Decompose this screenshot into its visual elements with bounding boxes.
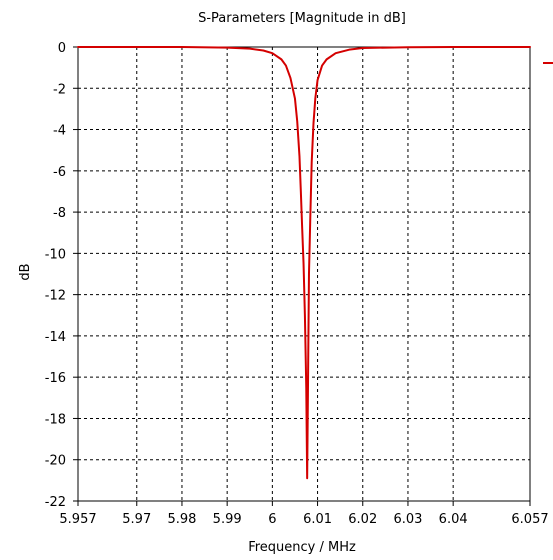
y-tick-label: -14 (45, 330, 66, 345)
grid (78, 47, 530, 501)
y-axis-title: dB (18, 263, 33, 280)
y-tick-label: -16 (45, 371, 66, 386)
y-tick-label: -4 (53, 124, 66, 139)
plot-area (77, 46, 531, 502)
x-tick-label: 5.99 (213, 512, 242, 527)
y-tick-label: -20 (45, 454, 66, 469)
chart-title: S-Parameters [Magnitude in dB] (198, 11, 406, 26)
y-tick-label: 0 (58, 41, 66, 56)
x-tick-label: 6.057 (511, 512, 548, 527)
x-tick-label: 6.03 (393, 512, 422, 527)
x-tick-label: 6 (268, 512, 276, 527)
series-layer (77, 46, 531, 480)
y-axis: 0 -2 -4 -6 -8 -10 -12 -14 -16 -18 -20 -22 (45, 41, 78, 510)
x-tick-label: 5.97 (122, 512, 151, 527)
y-tick-label: -8 (53, 206, 66, 221)
y-tick-label: -2 (53, 82, 66, 97)
x-tick-label: 5.98 (167, 512, 196, 527)
y-tick-label: -12 (45, 289, 66, 304)
x-axis: 5.957 5.97 5.98 5.99 6 6.01 6.02 6.03 6.04 6.057 (59, 501, 549, 527)
x-tick-label: 6.04 (439, 512, 468, 527)
x-axis-title: Frequency / MHz (248, 540, 356, 555)
x-tick-label: 6.02 (348, 512, 377, 527)
x-tick-label: 5.957 (59, 512, 96, 527)
x-tick-label: 6.01 (303, 512, 332, 527)
y-tick-label: -10 (45, 247, 66, 262)
y-tick-label: -22 (45, 495, 66, 510)
y-tick-label: -18 (45, 412, 66, 427)
y-tick-label: -6 (53, 165, 66, 180)
series-line-1 (77, 46, 531, 480)
